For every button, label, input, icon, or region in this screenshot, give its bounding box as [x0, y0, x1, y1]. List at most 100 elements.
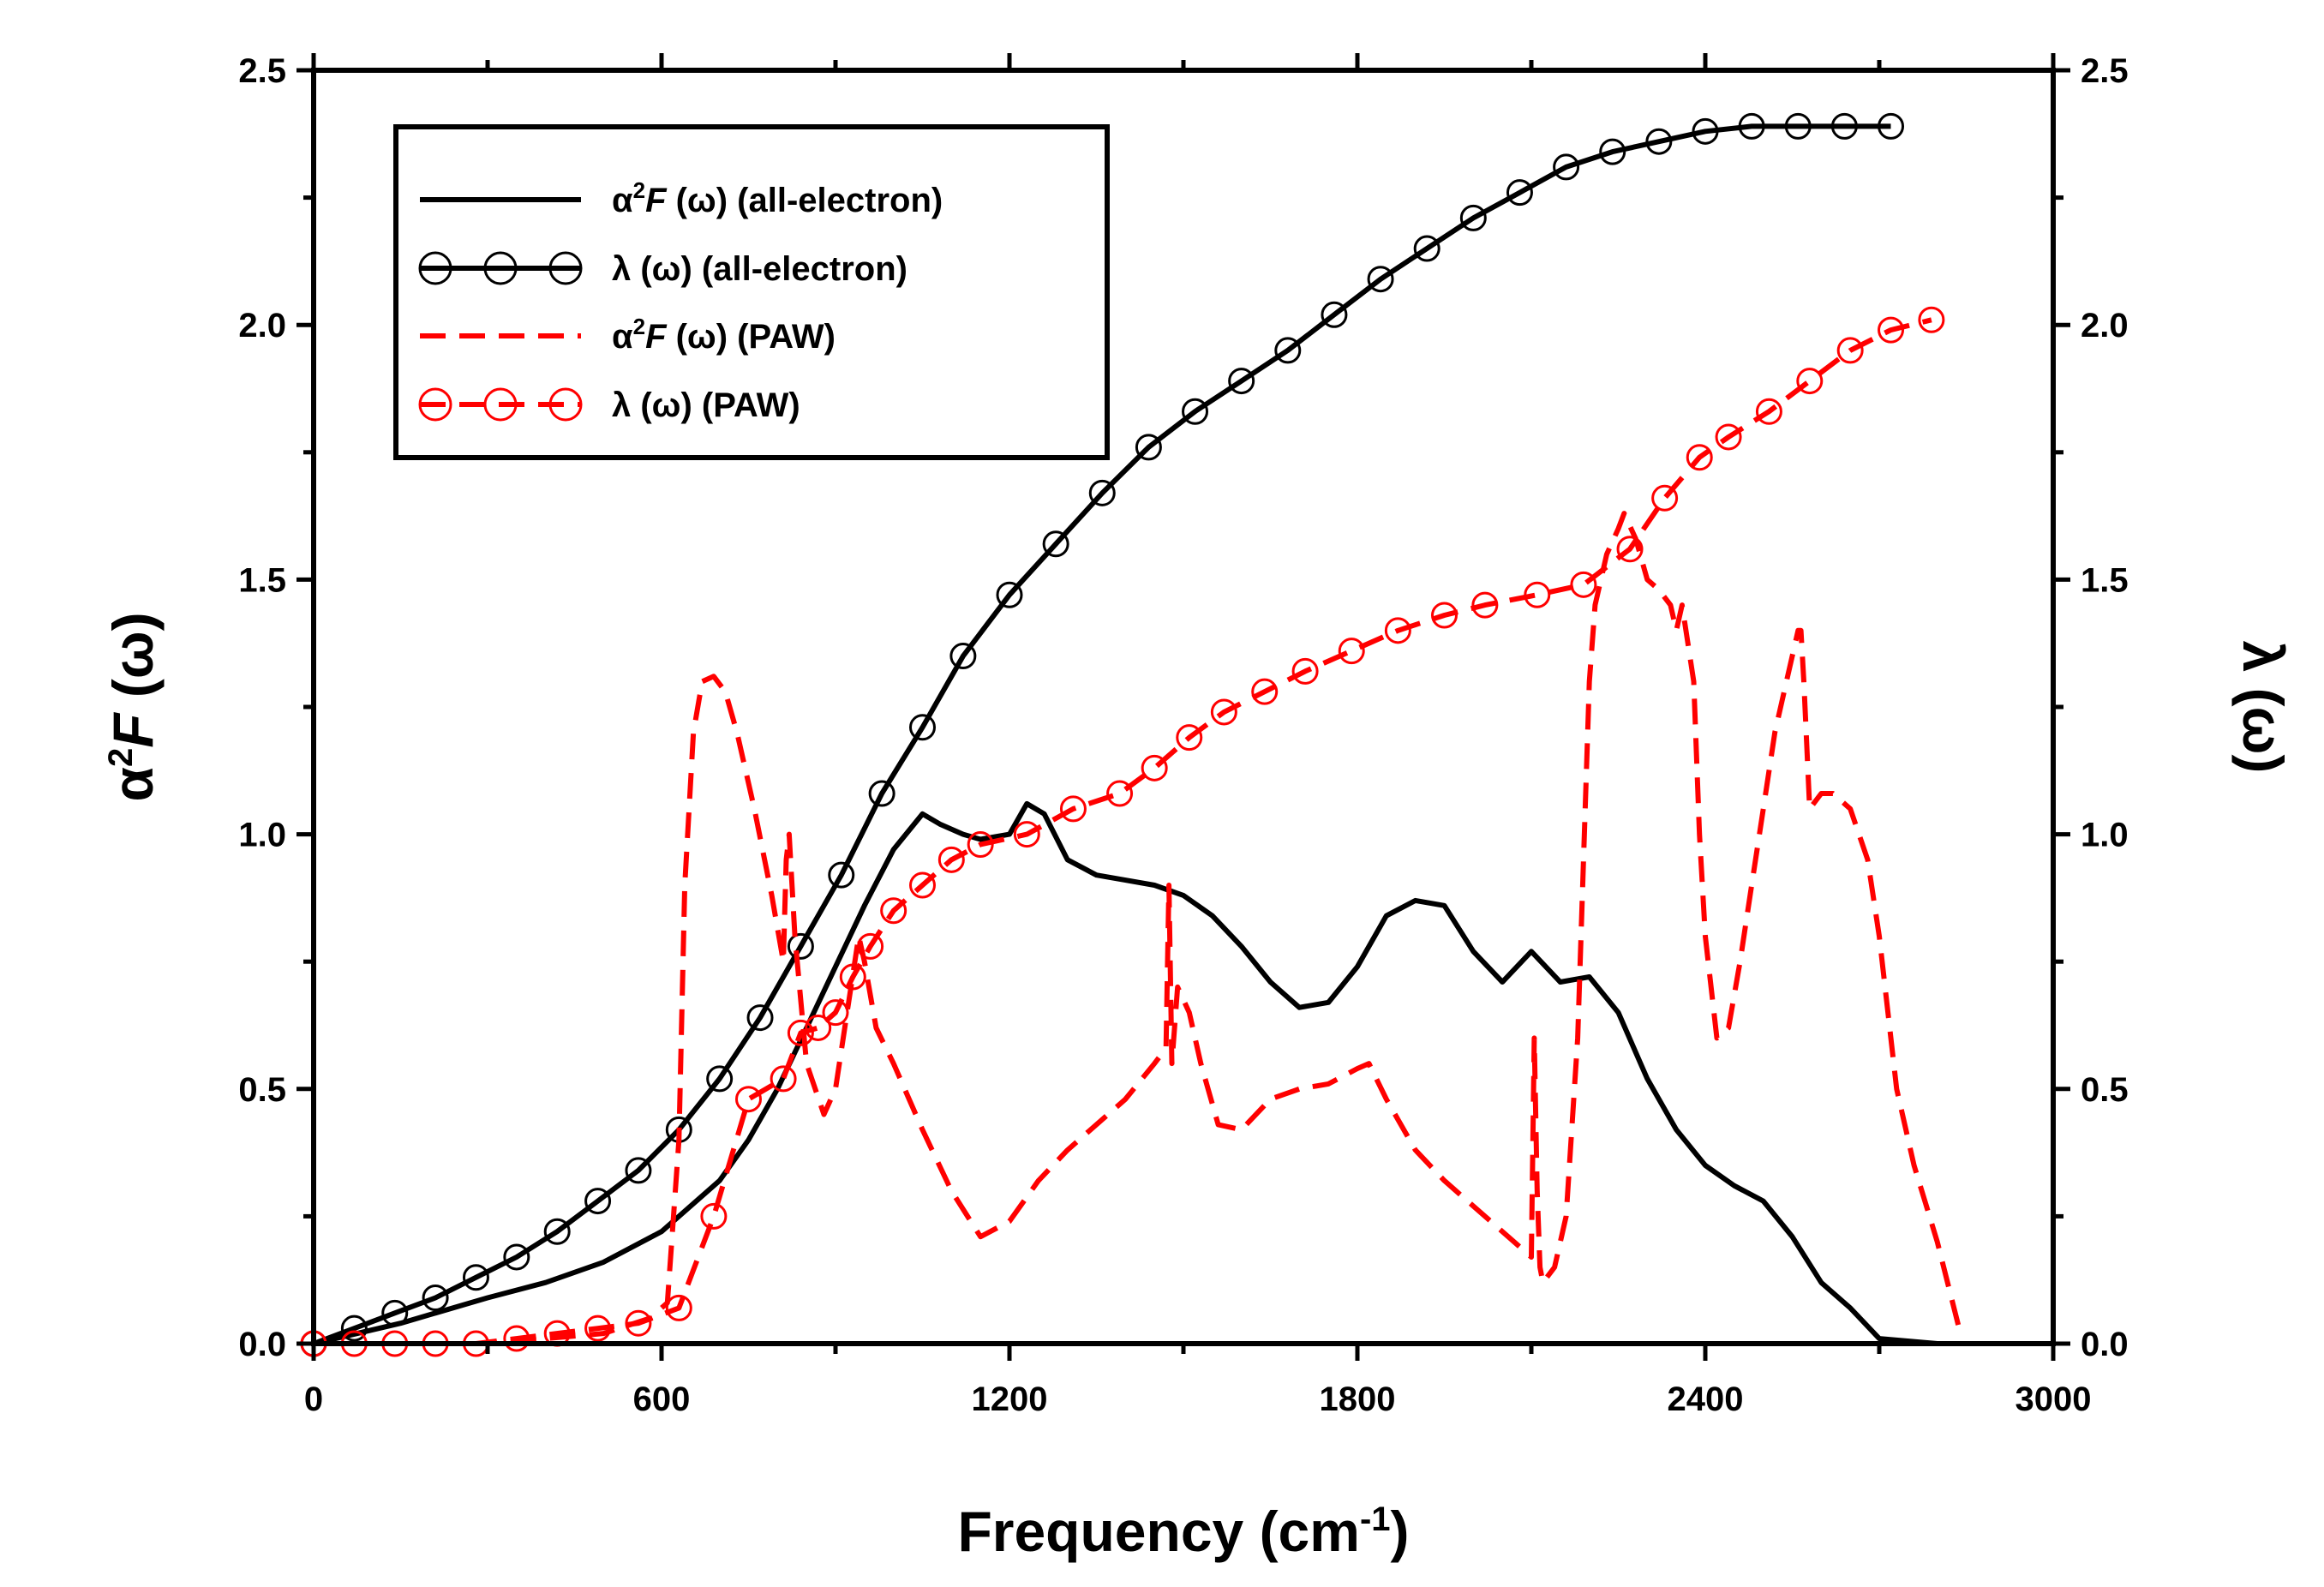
- left-y-tick-label: 1.0: [238, 817, 286, 854]
- series-marker-2: [1135, 434, 1162, 461]
- series-marker-4: [1878, 316, 1905, 344]
- series-marker-2: [1182, 398, 1209, 425]
- legend-label-lambda_paw: λ (ω) (PAW): [612, 386, 800, 424]
- series-marker-4: [1338, 638, 1365, 665]
- series-marker-2: [543, 1218, 571, 1245]
- series-marker-4: [1141, 754, 1168, 782]
- right-y-tick-label: 1.0: [2081, 817, 2129, 854]
- legend-marker-lambda_ae: [418, 251, 452, 285]
- x-axis-title-sup: -1: [1360, 1500, 1391, 1538]
- series-marker-4: [857, 932, 884, 960]
- x-tick-label: 1800: [1320, 1380, 1396, 1418]
- legend-box: [393, 124, 1110, 460]
- legend-label-lambda_ae: λ (ω) (all-electron): [612, 250, 907, 288]
- legend-items: α2F (ω) (all-electron) λ (ω) (all-electro…: [418, 177, 943, 424]
- series-marker-2: [868, 780, 895, 807]
- left-y-axis-title: α2F (ω): [101, 612, 165, 801]
- series-marker-2: [1228, 368, 1255, 395]
- series-marker-2: [1088, 479, 1116, 506]
- left-y-title-post: (ω): [101, 612, 165, 713]
- series-marker-2: [503, 1243, 530, 1271]
- left-y-tick-label: 2.5: [238, 52, 286, 90]
- series-marker-2: [1784, 112, 1812, 140]
- series-marker-4: [1570, 571, 1597, 598]
- series-marker-2: [996, 581, 1023, 608]
- series-marker-4: [787, 1019, 814, 1046]
- series-marker-4: [700, 1202, 728, 1230]
- right-y-tick-label: 2.5: [2081, 52, 2129, 90]
- legend: α2F (ω) (all-electron) λ (ω) (all-electro…: [393, 124, 1110, 460]
- series-marker-2: [949, 643, 977, 670]
- series-marker-4: [937, 846, 965, 873]
- legend-marker-lambda_ae: [483, 251, 518, 285]
- series-marker-2: [1042, 530, 1069, 558]
- x-tick-label: 2400: [1668, 1380, 1744, 1418]
- right-y-tick-label: 2.0: [2081, 307, 2129, 344]
- series-marker-4: [1836, 337, 1864, 364]
- series-marker-4: [665, 1294, 692, 1321]
- series-marker-4: [1176, 724, 1203, 752]
- tick-labels-layer: 0 600 1200 1800 2400 3000 0.0 0.5 1.0 1.5 2.0 2.5 0.…: [238, 52, 2128, 1418]
- series-marker-4: [1755, 398, 1782, 425]
- series-layer: [300, 112, 1963, 1357]
- series-marker-4: [1431, 602, 1458, 629]
- series-marker-4: [1918, 306, 1945, 333]
- series-marker-2: [1274, 337, 1302, 364]
- left-y-tick-label: 2.0: [238, 307, 286, 344]
- series-marker-2: [1878, 112, 1905, 140]
- series-marker-4: [967, 830, 994, 858]
- series-marker-4: [1251, 678, 1279, 705]
- series-line-3: [314, 511, 1963, 1346]
- series-marker-4: [503, 1325, 530, 1352]
- series-marker-4: [1796, 368, 1824, 395]
- series-marker-4: [909, 871, 936, 899]
- legend-marker-lambda_paw: [548, 387, 583, 422]
- x-tick-label: 0: [304, 1380, 323, 1418]
- series-marker-4: [1651, 484, 1679, 512]
- series-marker-4: [1384, 617, 1411, 644]
- left-y-tick-label: 1.5: [238, 561, 286, 599]
- series-marker-2: [1645, 128, 1673, 155]
- right-y-tick-label: 1.5: [2081, 561, 2129, 599]
- legend-label-a2f_ae: α2F (ω) (all-electron): [612, 177, 943, 219]
- series-marker-2: [828, 861, 855, 889]
- series-line-4: [314, 317, 1932, 1346]
- series-marker-2: [340, 1315, 368, 1342]
- legend-label-a2f_paw: α2F (ω) (PAW): [612, 314, 836, 356]
- x-axis-title-main: Frequency (cm: [957, 1500, 1359, 1563]
- series-marker-2: [381, 1299, 409, 1326]
- series-marker-4: [839, 963, 866, 991]
- series-marker-2: [1367, 266, 1394, 293]
- series-marker-2: [787, 932, 814, 960]
- series-marker-4: [1715, 423, 1742, 451]
- series-marker-2: [1459, 204, 1487, 231]
- series-marker-4: [1686, 444, 1713, 471]
- x-axis-title: Frequency (cm-1): [957, 1500, 1409, 1563]
- series-marker-4: [1106, 780, 1134, 807]
- series-marker-2: [1692, 117, 1719, 145]
- series-marker-2: [1553, 153, 1580, 181]
- legend-marker-lambda_paw: [418, 387, 452, 422]
- series-line-2: [312, 123, 1891, 1346]
- left-y-tick-label: 0.5: [238, 1071, 286, 1109]
- series-marker-4: [1059, 795, 1087, 823]
- series-marker-4: [1471, 591, 1499, 619]
- series-marker-2: [584, 1188, 612, 1215]
- series-line-1: [313, 800, 1938, 1346]
- legend-marker-lambda_ae: [548, 251, 583, 285]
- series-marker-4: [1013, 821, 1040, 848]
- series-marker-4: [770, 1065, 797, 1093]
- series-marker-2: [1506, 179, 1533, 207]
- series-marker-2: [909, 714, 936, 741]
- right-y-tick-label: 0.0: [2081, 1326, 2129, 1363]
- series-marker-2: [1321, 301, 1348, 328]
- series-marker-4: [1524, 581, 1551, 608]
- series-marker-2: [1413, 235, 1441, 262]
- x-tick-label: 600: [633, 1380, 691, 1418]
- series-marker-2: [462, 1264, 489, 1291]
- series-marker-4: [735, 1086, 762, 1113]
- legend-marker-lambda_paw: [483, 387, 518, 422]
- series-marker-2: [706, 1065, 734, 1093]
- series-marker-4: [822, 999, 849, 1027]
- left-y-title-italic: F: [101, 712, 165, 748]
